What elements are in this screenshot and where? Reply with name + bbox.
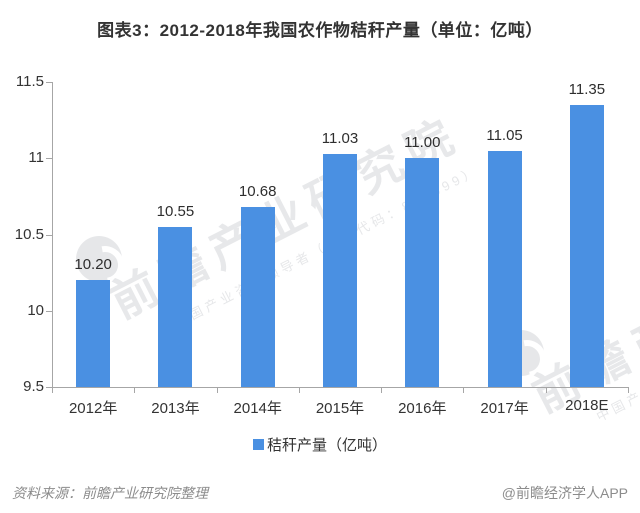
bar — [569, 104, 604, 387]
bar — [76, 280, 111, 387]
credit-note: @前瞻经济学人APP — [501, 485, 628, 501]
bar — [323, 153, 357, 387]
bar-value-label: 10.68 — [238, 183, 277, 201]
y-axis-tick-label: 10.5 — [14, 225, 44, 243]
x-axis-tick — [628, 388, 629, 393]
x-axis-tick — [381, 388, 383, 393]
bar-value-label: 10.55 — [156, 202, 195, 220]
x-axis-category-label: 2013年 — [151, 400, 200, 417]
bar — [158, 226, 193, 387]
bar-value-label: 11.05 — [486, 126, 523, 144]
x-axis-category-label: 2017年 — [480, 400, 529, 417]
y-axis-tick — [46, 310, 52, 312]
x-axis-tick — [298, 388, 300, 393]
chart-title: 图表3：2012-2018年我国农作物秸秆产量（单位：亿吨） — [97, 21, 543, 40]
chart-legend: 秸秆产量（亿吨） — [0, 434, 640, 455]
source-note: 资料来源：前瞻产业研究院整理 — [12, 485, 208, 501]
y-axis-tick — [46, 234, 52, 236]
y-axis-tick — [46, 387, 52, 388]
x-axis-category-label: 2015年 — [315, 400, 365, 417]
x-axis-tick — [216, 388, 218, 393]
chart-footer: 资料来源：前瞻产业研究院整理 @前瞻经济学人APP — [0, 483, 640, 503]
y-axis-tick — [46, 158, 52, 160]
x-axis-tick — [134, 388, 136, 393]
legend-label: 秸秆产量（亿吨） — [266, 437, 387, 454]
plot-area — [52, 82, 629, 388]
bar — [405, 158, 440, 387]
y-axis-tick-label: 10 — [27, 301, 44, 319]
y-axis-tick-label: 11.5 — [15, 73, 44, 90]
x-axis-category-label: 2018E — [565, 397, 609, 414]
y-axis-tick-label: 9.5 — [23, 378, 44, 395]
x-axis-category-label: 2014年 — [233, 400, 282, 417]
bar — [240, 207, 275, 387]
bar-value-label: 10.20 — [74, 256, 112, 274]
x-axis-category-label: 2016年 — [398, 400, 447, 417]
x-axis-tick — [545, 388, 547, 393]
legend-swatch — [252, 439, 264, 450]
x-axis-tick — [52, 388, 53, 393]
bar-value-label: 11.35 — [568, 80, 606, 98]
bar-value-label: 11.00 — [404, 134, 441, 152]
bar — [487, 150, 522, 387]
x-axis-tick — [463, 388, 465, 393]
bar-value-label: 11.03 — [321, 129, 359, 147]
y-axis-tick — [46, 82, 52, 83]
y-axis-tick-label: 11 — [28, 149, 44, 167]
x-axis-category-label: 2012年 — [68, 400, 118, 417]
